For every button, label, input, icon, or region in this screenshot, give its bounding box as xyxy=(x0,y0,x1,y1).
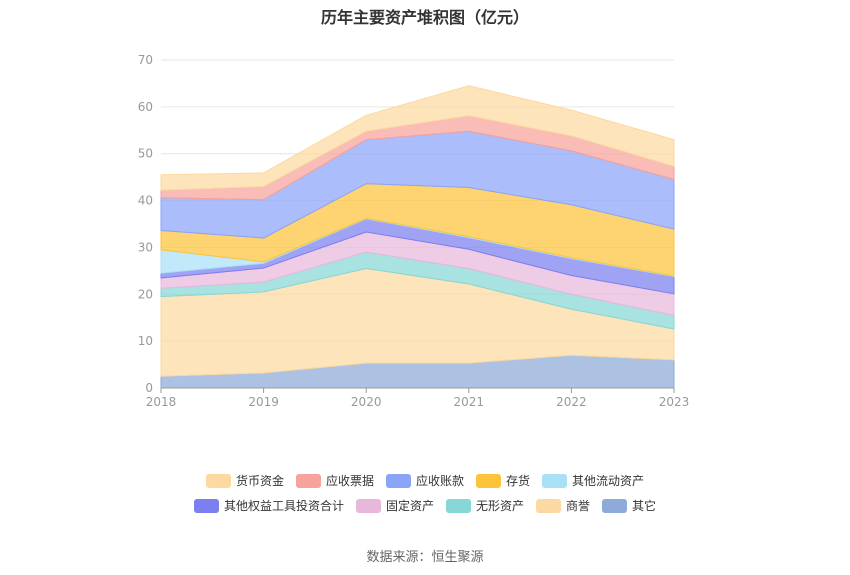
y-tick-label: 10 xyxy=(138,334,153,348)
legend-swatch xyxy=(542,474,567,488)
area-series-货币资金[interactable] xyxy=(160,85,675,191)
legend-label: 应收账款 xyxy=(416,473,464,488)
legend-item[interactable]: 商誉 xyxy=(536,498,590,513)
legend-swatch xyxy=(206,474,231,488)
legend-item[interactable]: 其他权益工具投资合计 xyxy=(194,498,344,513)
y-tick-label: 50 xyxy=(138,147,153,161)
legend-label: 存货 xyxy=(506,473,530,488)
x-tick-label: 2023 xyxy=(659,395,690,409)
x-tick-label: 2021 xyxy=(454,395,485,409)
y-tick-label: 0 xyxy=(145,381,153,395)
legend-swatch xyxy=(536,499,561,513)
legend-swatch xyxy=(356,499,381,513)
legend-item[interactable]: 存货 xyxy=(476,473,530,488)
legend-swatch xyxy=(194,499,219,513)
x-tick-label: 2022 xyxy=(556,395,587,409)
legend-item[interactable]: 无形资产 xyxy=(446,499,524,513)
y-tick-label: 40 xyxy=(138,194,153,208)
y-tick-label: 20 xyxy=(138,287,153,301)
legend-item[interactable]: 应收票据 xyxy=(296,473,374,488)
legend-label: 其他权益工具投资合计 xyxy=(224,498,344,513)
legend-swatch xyxy=(296,474,321,488)
chart-title: 历年主要资产堆积图（亿元） xyxy=(320,8,529,27)
legend-label: 货币资金 xyxy=(236,473,284,488)
y-tick-label: 30 xyxy=(138,240,153,254)
chart-source: 数据来源：恒生聚源 xyxy=(366,550,484,565)
legend-item[interactable]: 其他流动资产 xyxy=(542,474,644,488)
legend-label: 商誉 xyxy=(566,498,590,513)
axes: 0 10 20 30 40 50 60 70 2018 2019 2020 2021 2022 2023 xyxy=(138,53,690,409)
legend-item[interactable]: 固定资产 xyxy=(356,498,434,513)
y-tick-label: 60 xyxy=(138,100,153,114)
legend-swatch xyxy=(386,474,411,488)
legend-label: 其它 xyxy=(632,498,656,513)
x-tick-label: 2020 xyxy=(351,395,382,409)
x-tick-label: 2018 xyxy=(146,395,177,409)
legend-item[interactable]: 货币资金 xyxy=(206,473,284,488)
x-tick-label: 2019 xyxy=(248,395,279,409)
legend-label: 固定资产 xyxy=(386,498,434,513)
legend-item[interactable]: 应收账款 xyxy=(386,473,464,488)
y-tick-label: 70 xyxy=(138,53,153,67)
legend-swatch xyxy=(446,499,471,513)
area-series xyxy=(160,85,675,389)
legend-label: 无形资产 xyxy=(476,499,524,513)
legend-swatch xyxy=(602,499,627,513)
legend-label: 应收票据 xyxy=(326,473,374,488)
legend-label: 其他流动资产 xyxy=(572,474,644,488)
legend-swatch xyxy=(476,474,501,488)
legend-item[interactable]: 其它 xyxy=(602,498,656,513)
